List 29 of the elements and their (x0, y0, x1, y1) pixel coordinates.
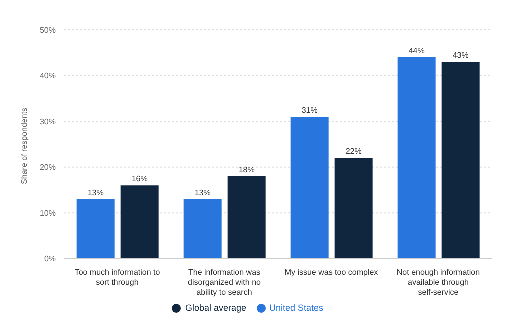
data-label: 18% (238, 165, 255, 174)
x-tick-label: Too much information to sort through (74, 268, 161, 287)
data-label: 44% (408, 46, 425, 56)
legend-label: United States (270, 302, 324, 313)
data-label: 13% (194, 188, 211, 198)
bar (398, 57, 436, 259)
data-label: 43% (452, 51, 469, 60)
bar (290, 116, 329, 259)
y-tick-label: 20% (40, 163, 56, 172)
legend-label: Global average (185, 302, 246, 313)
bar (442, 62, 480, 259)
x-tick-label: My issue was too complex (284, 268, 378, 277)
y-axis-title: Share of respondents (20, 108, 29, 184)
y-tick-label: 50% (40, 26, 56, 35)
bar (334, 158, 373, 259)
data-label: 22% (346, 147, 362, 156)
y-tick-label: 30% (40, 117, 56, 126)
data-label: 16% (132, 174, 148, 184)
bar (184, 199, 222, 259)
bar (76, 199, 115, 259)
x-tick-label: Not enough information available through self-service (396, 268, 480, 297)
x-tick-label: The information was disorganized with no ability to search (188, 268, 262, 297)
data-label: 13% (88, 188, 104, 198)
data-label: 31% (302, 106, 318, 115)
bar (120, 186, 159, 259)
y-tick-label: 40% (40, 72, 56, 81)
y-tick-label: 10% (40, 208, 56, 218)
y-tick-label: 0% (44, 254, 56, 264)
bar (228, 176, 266, 259)
